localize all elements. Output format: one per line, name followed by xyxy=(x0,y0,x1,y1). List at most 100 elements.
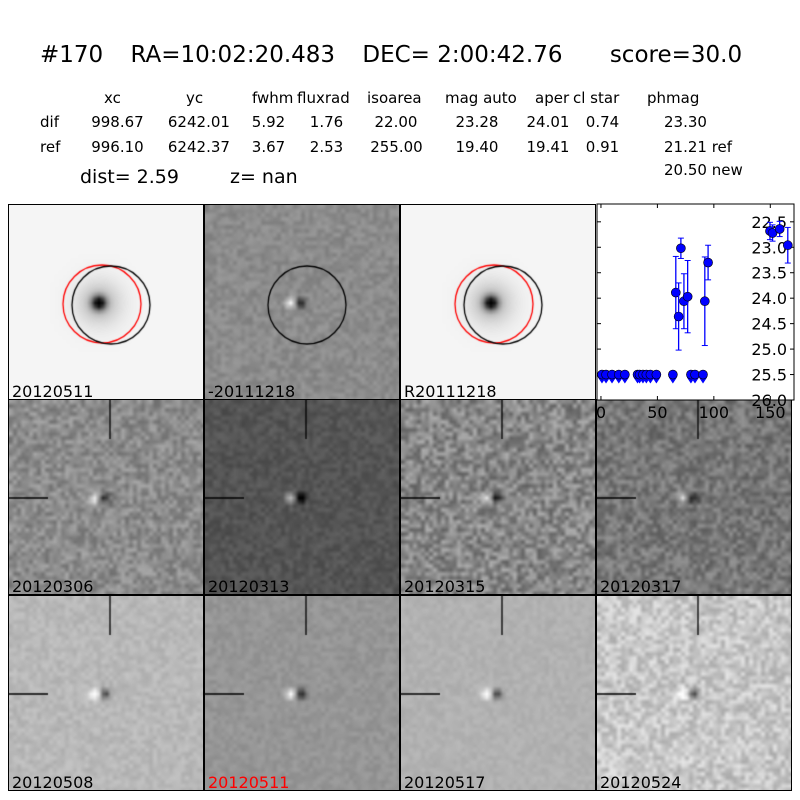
upper-limit-point xyxy=(690,369,700,380)
cell: 6242.01 xyxy=(167,113,230,131)
y-tick-label: 25.5 xyxy=(751,366,787,385)
cell: 22.00 xyxy=(374,113,418,131)
cell: 255.00 xyxy=(370,138,423,156)
cutout-date-label: 20120511 xyxy=(12,382,94,400)
cutout-panel: 20120524 xyxy=(596,595,792,791)
cutout-date-label: 20120511 xyxy=(208,773,290,791)
column-header: phmag xyxy=(647,89,700,107)
cutout-image xyxy=(597,596,791,790)
cell: 5.92 xyxy=(251,113,286,131)
row-label: ref xyxy=(40,138,61,156)
y-tick-label: 25.0 xyxy=(751,340,787,359)
y-tick-label: 26.0 xyxy=(751,391,787,410)
cell: 23.30 xyxy=(664,113,707,131)
upper-limit-arrow xyxy=(690,377,699,384)
y-tick-label: 24.0 xyxy=(751,289,787,308)
plot-frame xyxy=(596,203,795,401)
upper-limit-arrow xyxy=(608,377,617,384)
y-tick-label: 23.5 xyxy=(751,264,787,283)
cell: 998.67 xyxy=(91,113,144,131)
candidate-title: #170 RA=10:02:20.483 DEC= 2:00:42.76 sco… xyxy=(40,42,762,68)
redshift: z= nan xyxy=(230,166,298,188)
cell: 0.91 xyxy=(585,138,620,156)
cell: 19.41 xyxy=(526,138,570,156)
cell: 24.01 xyxy=(526,113,570,131)
column-header: aper xyxy=(535,89,570,107)
cutout-image xyxy=(205,205,399,399)
detection-point xyxy=(782,240,793,251)
detection-point xyxy=(767,228,778,238)
cell: 2.53 xyxy=(309,138,344,156)
column-header: fwhm xyxy=(252,89,294,107)
y-tick-label: 24.5 xyxy=(751,315,787,334)
cell: 23.28 xyxy=(455,113,499,131)
cutout-image xyxy=(401,596,595,790)
cutout-date-label: 20120315 xyxy=(404,577,486,595)
cell: 21.21 ref xyxy=(664,138,733,156)
cutout-image xyxy=(9,205,203,399)
upper-limit-arrow xyxy=(614,377,623,384)
upper-limit-arrow xyxy=(620,377,629,384)
upper-limit-arrow xyxy=(646,377,655,384)
upper-limit-point xyxy=(651,369,662,380)
cutout-date-label: -20111218 xyxy=(208,382,296,400)
light-curve-plot: 22.523.023.524.024.525.025.526.00 50 100 15… xyxy=(596,203,795,422)
cutout-image xyxy=(401,400,595,594)
column-header: xc xyxy=(104,89,121,107)
upper-limit-point xyxy=(620,369,630,380)
detection-point xyxy=(676,243,686,254)
cutout-date-label: 20120317 xyxy=(600,577,682,595)
cutout-panel: R20111218 xyxy=(400,204,596,400)
column-header: mag auto xyxy=(445,89,517,107)
upper-limit-arrow xyxy=(602,377,611,384)
upper-limit-arrow xyxy=(699,377,708,384)
cell: 0.74 xyxy=(585,113,620,131)
cutout-date-label: R20111218 xyxy=(404,382,497,400)
x-tick-label: 0 xyxy=(596,403,606,422)
x-tick-label: 150 xyxy=(755,403,786,422)
upper-limit-arrow xyxy=(668,377,677,384)
cutout-panel: 20120317 xyxy=(596,399,792,595)
cutout-image xyxy=(205,400,399,594)
cutout-date-label: 20120313 xyxy=(208,577,290,595)
cutout-panel: 20120511 xyxy=(8,204,204,400)
upper-limit-point xyxy=(668,369,678,380)
cell: 3.67 xyxy=(251,138,286,156)
cell: 1.76 xyxy=(309,113,344,131)
cutout-image xyxy=(401,205,595,399)
score: score=30.0 xyxy=(609,42,743,68)
cutout-panel: 20120511 xyxy=(204,595,400,791)
detection-point xyxy=(774,224,785,234)
row-label: dif xyxy=(40,113,59,131)
cutout-panel: 20120306 xyxy=(8,399,204,595)
column-header: yc xyxy=(186,89,204,107)
cutout-panel: 20120313 xyxy=(204,399,400,595)
cutout-image xyxy=(597,400,791,594)
cutout-image xyxy=(9,596,203,790)
dec: DEC= 2:00:42.76 xyxy=(362,42,563,68)
cell: 19.40 xyxy=(455,138,499,156)
column-header: cl star xyxy=(573,89,620,107)
candidate-id: #170 xyxy=(40,42,104,68)
x-tick-label: 100 xyxy=(699,403,730,422)
column-header: fluxrad xyxy=(297,89,350,107)
detection-point xyxy=(682,291,693,302)
cutout-date-label: 20120306 xyxy=(12,577,94,595)
cutout-date-label: 20120524 xyxy=(600,773,682,791)
cutout-image xyxy=(9,400,203,594)
x-tick-label: 50 xyxy=(647,403,667,422)
cutout-image xyxy=(205,596,399,790)
ra: RA=10:02:20.483 xyxy=(130,42,336,68)
cell: 6242.37 xyxy=(167,138,230,156)
new-mag: 20.50 new xyxy=(664,161,743,179)
cutout-panel: 20120508 xyxy=(8,595,204,791)
cutout-panel: 20120315 xyxy=(400,399,596,595)
dist: dist= 2.59 xyxy=(80,166,179,188)
y-tick-label: 23.0 xyxy=(751,238,787,257)
upper-limit-arrow xyxy=(652,377,661,384)
detection-point xyxy=(700,296,710,307)
cutout-panel: 20120517 xyxy=(400,595,596,791)
cutout-date-label: 20120508 xyxy=(12,773,94,791)
detection-point xyxy=(673,311,684,322)
cutout-panel: -20111218 xyxy=(204,204,400,400)
